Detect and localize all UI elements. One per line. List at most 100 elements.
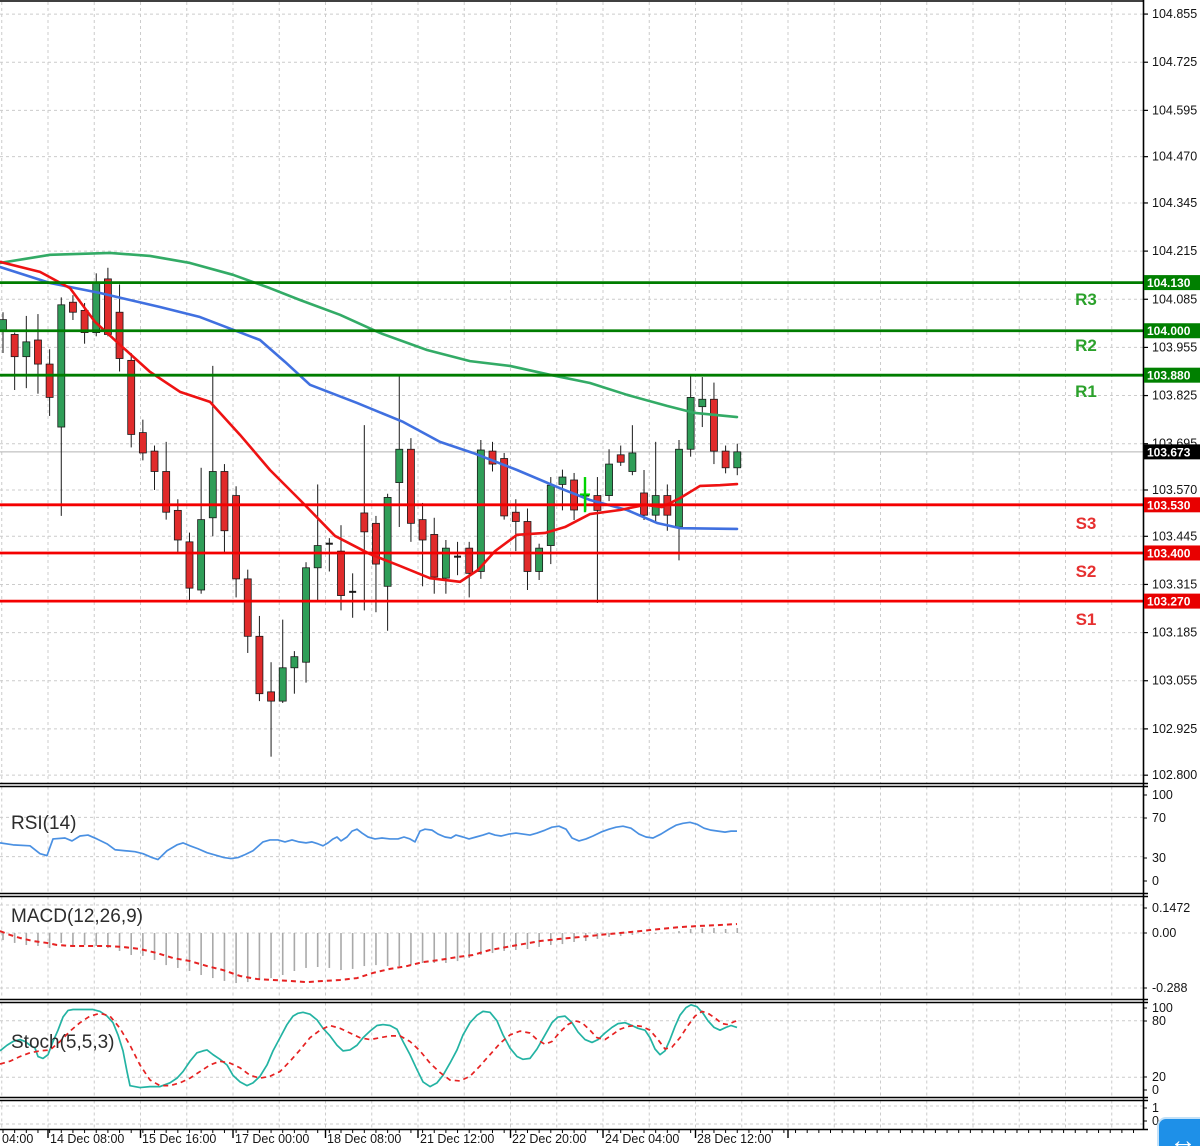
price-axis-label: 103.055	[1152, 674, 1197, 688]
level-label-r1: R1	[1075, 382, 1097, 401]
svg-text:103.530: 103.530	[1147, 498, 1191, 512]
svg-text:104.000: 104.000	[1147, 324, 1191, 338]
price-axis-label: 104.855	[1152, 7, 1197, 21]
rsi-scale-label: 70	[1152, 811, 1166, 825]
candle-body	[383, 497, 392, 587]
svg-text:103.880: 103.880	[1147, 369, 1191, 383]
candle-body	[535, 547, 544, 572]
stoch-scale-label: 0	[1152, 1083, 1159, 1097]
price-axis-label: 104.595	[1152, 103, 1197, 117]
candle-body	[395, 448, 404, 483]
level-price-badge-r1: 103.880	[1144, 367, 1200, 383]
price-axis-label: 104.085	[1152, 292, 1197, 306]
level-label-s2: S2	[1075, 562, 1097, 581]
candle-body	[710, 398, 718, 452]
candle-body	[605, 463, 613, 496]
rsi-scale-label: 100	[1152, 788, 1173, 802]
candle-body	[698, 398, 707, 408]
horizontal-scroll-icon[interactable]: ↔	[1157, 1117, 1200, 1146]
candle-body	[115, 311, 124, 359]
price-axis-label: 103.955	[1152, 340, 1197, 354]
candle-body	[465, 547, 474, 574]
candle-body	[255, 635, 264, 695]
price-axis-label: 104.725	[1152, 55, 1197, 69]
candle-body	[302, 567, 310, 663]
candle-body	[127, 359, 136, 435]
stoch-scale-label: 20	[1152, 1070, 1166, 1084]
time-axis-label: 04:00	[2, 1132, 33, 1146]
current-price-badge: 103.673	[1144, 444, 1200, 460]
mini-scale-label: 0	[1152, 1114, 1159, 1128]
candle-body	[10, 334, 19, 358]
candle-body	[546, 484, 555, 546]
rsi-panel-title: RSI(14)	[11, 813, 77, 834]
candle-body	[278, 667, 287, 702]
candle-body	[267, 691, 275, 702]
time-axis-label: 21 Dec 12:00	[420, 1132, 494, 1146]
candle-body	[22, 341, 31, 358]
candle-body	[162, 471, 171, 513]
candle-body	[313, 545, 322, 569]
rsi-scale-label: 30	[1152, 851, 1166, 865]
macd-scale-label: 0.1472	[1152, 901, 1190, 915]
level-label-s1: S1	[1075, 610, 1097, 629]
ma-slow-green	[0, 251, 739, 419]
svg-text:103.673: 103.673	[1147, 445, 1191, 459]
candle-body	[243, 578, 252, 637]
stoch-k-line	[0, 1003, 738, 1089]
candle-body	[103, 278, 112, 335]
candle-body	[628, 452, 637, 472]
candle-body	[173, 509, 182, 541]
candle-body	[675, 448, 683, 528]
candle-body	[360, 512, 369, 533]
price-axis[interactable]: 104.855 104.725 104.595 104.470 104.345 104.2…	[1143, 7, 1200, 1128]
candle-body	[45, 363, 54, 398]
time-axis-label: 24 Dec 04:00	[605, 1132, 679, 1146]
price-axis-label: 102.925	[1152, 722, 1197, 736]
candle-body	[69, 301, 77, 313]
level-label-r2: R2	[1075, 336, 1097, 355]
candle-body	[150, 450, 159, 472]
time-axis[interactable]: 04:00 14 Dec 08:00 15 Dec 16:00 17 Dec 00:0…	[2, 1129, 1135, 1146]
time-axis-label: 28 Dec 12:00	[697, 1132, 771, 1146]
candle-body	[476, 449, 485, 572]
price-axis-label: 104.215	[1152, 244, 1197, 258]
candle-body	[488, 450, 497, 465]
ma-mid-blue	[0, 265, 739, 531]
price-axis-label: 104.470	[1152, 150, 1197, 164]
level-price-badge-r3: 104.130	[1144, 275, 1200, 291]
candle-body	[57, 304, 66, 428]
candle-body	[733, 451, 742, 469]
rsi-line	[0, 821, 737, 861]
candle-body	[197, 519, 206, 591]
candle-body	[407, 448, 415, 524]
time-axis-label: 22 Dec 20:00	[512, 1132, 586, 1146]
level-price-badge-r2: 104.000	[1144, 323, 1200, 339]
macd-panel-title: MACD(12,26,9)	[11, 906, 143, 927]
candle-body	[220, 471, 229, 532]
candle-body	[80, 309, 89, 333]
candle-body	[208, 471, 217, 519]
candle-body	[523, 521, 532, 572]
level-label-r3: R3	[1075, 290, 1097, 309]
candle-body	[511, 511, 520, 522]
candle-body	[558, 476, 567, 485]
svg-text:104.130: 104.130	[1147, 276, 1191, 290]
level-price-badge-s2: 103.400	[1144, 545, 1200, 561]
candle-body	[616, 454, 625, 463]
candle-body	[232, 495, 241, 580]
candle-body	[418, 519, 427, 541]
macd-scale-label: 0.00	[1152, 926, 1176, 940]
svg-text:103.400: 103.400	[1147, 546, 1191, 560]
svg-text:103.270: 103.270	[1147, 595, 1191, 609]
candle-body	[372, 522, 380, 565]
price-axis-label: 103.185	[1152, 626, 1197, 640]
price-axis-label: 102.800	[1152, 768, 1197, 782]
candle-body	[0, 319, 7, 332]
candle-body	[430, 534, 439, 578]
stoch-scale-label: 100	[1152, 1001, 1173, 1015]
rsi-scale-label: 0	[1152, 874, 1159, 888]
candle-body	[138, 432, 147, 454]
time-axis-label: 14 Dec 08:00	[50, 1132, 124, 1146]
